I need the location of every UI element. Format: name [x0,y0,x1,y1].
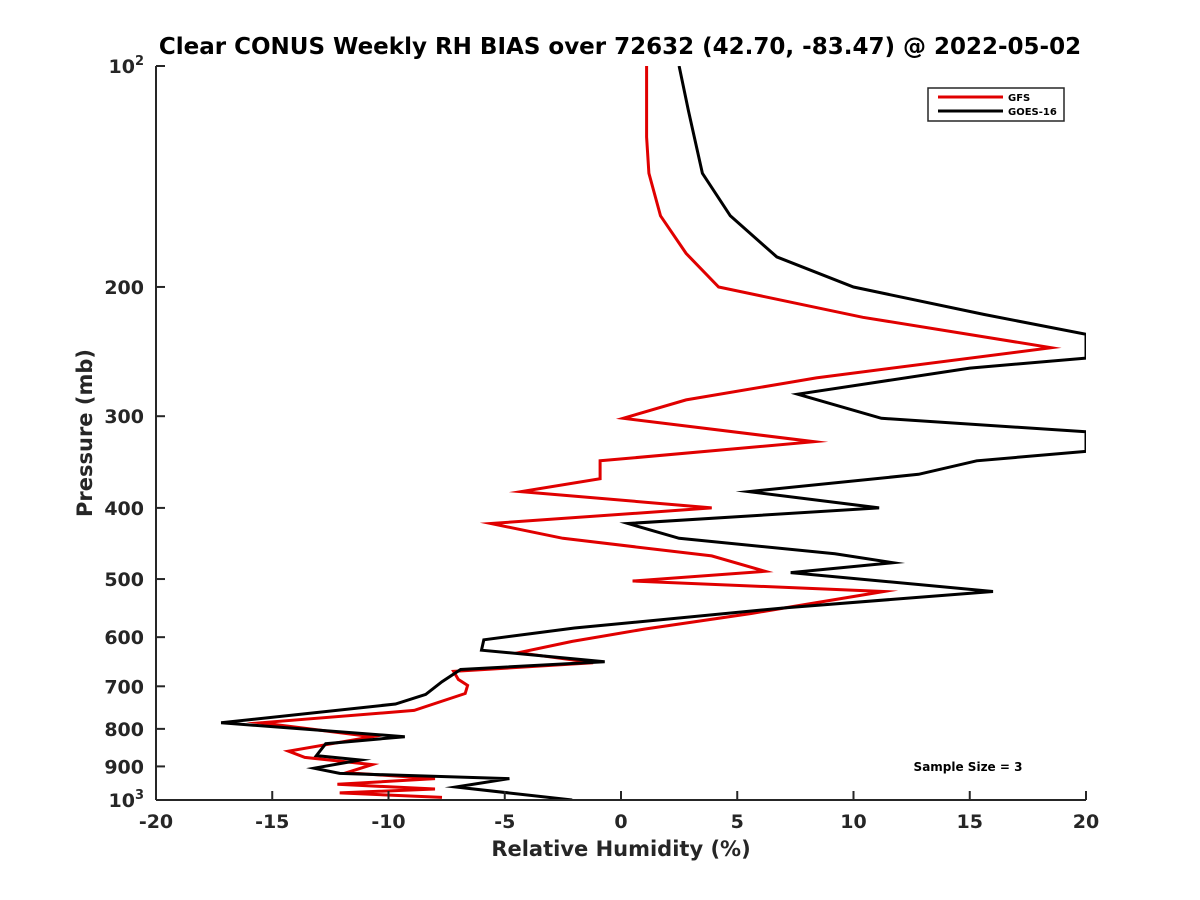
y-tick-label: 400 [104,498,144,520]
x-tick-label: 20 [1073,811,1099,833]
y-tick-label: 800 [104,719,144,741]
series-group [220,66,1086,800]
y-axis-label: Pressure (mb) [73,349,97,517]
y-tick-label: 200 [104,277,144,299]
x-tick-label: -5 [494,811,515,833]
y-tick-label: 500 [104,569,144,591]
x-tick-label: 15 [957,811,983,833]
legend-label: GOES-16 [1008,107,1057,118]
legend-label: GFS [1008,93,1030,104]
x-tick-label: -15 [255,811,289,833]
y-tick-label: 103 [109,788,145,812]
y-tick-label: 700 [104,676,144,698]
legend: GFS GOES-16 [927,87,1065,122]
x-tick-label: 10 [840,811,866,833]
x-axis: -20 -15 -10 -5 0 5 10 15 20 [139,791,1099,833]
sample-size-annotation: Sample Size = 3 [914,760,1023,774]
y-tick-label: 600 [104,627,144,649]
x-tick-label: -10 [371,811,405,833]
y-axis: 102 200 300 400 500 600 700 800 900 103 [104,54,165,812]
x-axis-label: Relative Humidity (%) [491,837,750,861]
x-tick-label: -20 [139,811,173,833]
chart-title: Clear CONUS Weekly RH BIAS over 72632 (4… [159,34,1081,60]
x-tick-label: 0 [614,811,627,833]
series-line-gfs [245,66,1062,799]
y-tick-label: 102 [109,54,145,78]
series-line-goes-16 [220,66,1086,800]
legend-box [927,87,1065,122]
y-tick-label: 900 [104,756,144,778]
y-tick-label: 300 [104,406,144,428]
x-tick-label: 5 [731,811,744,833]
